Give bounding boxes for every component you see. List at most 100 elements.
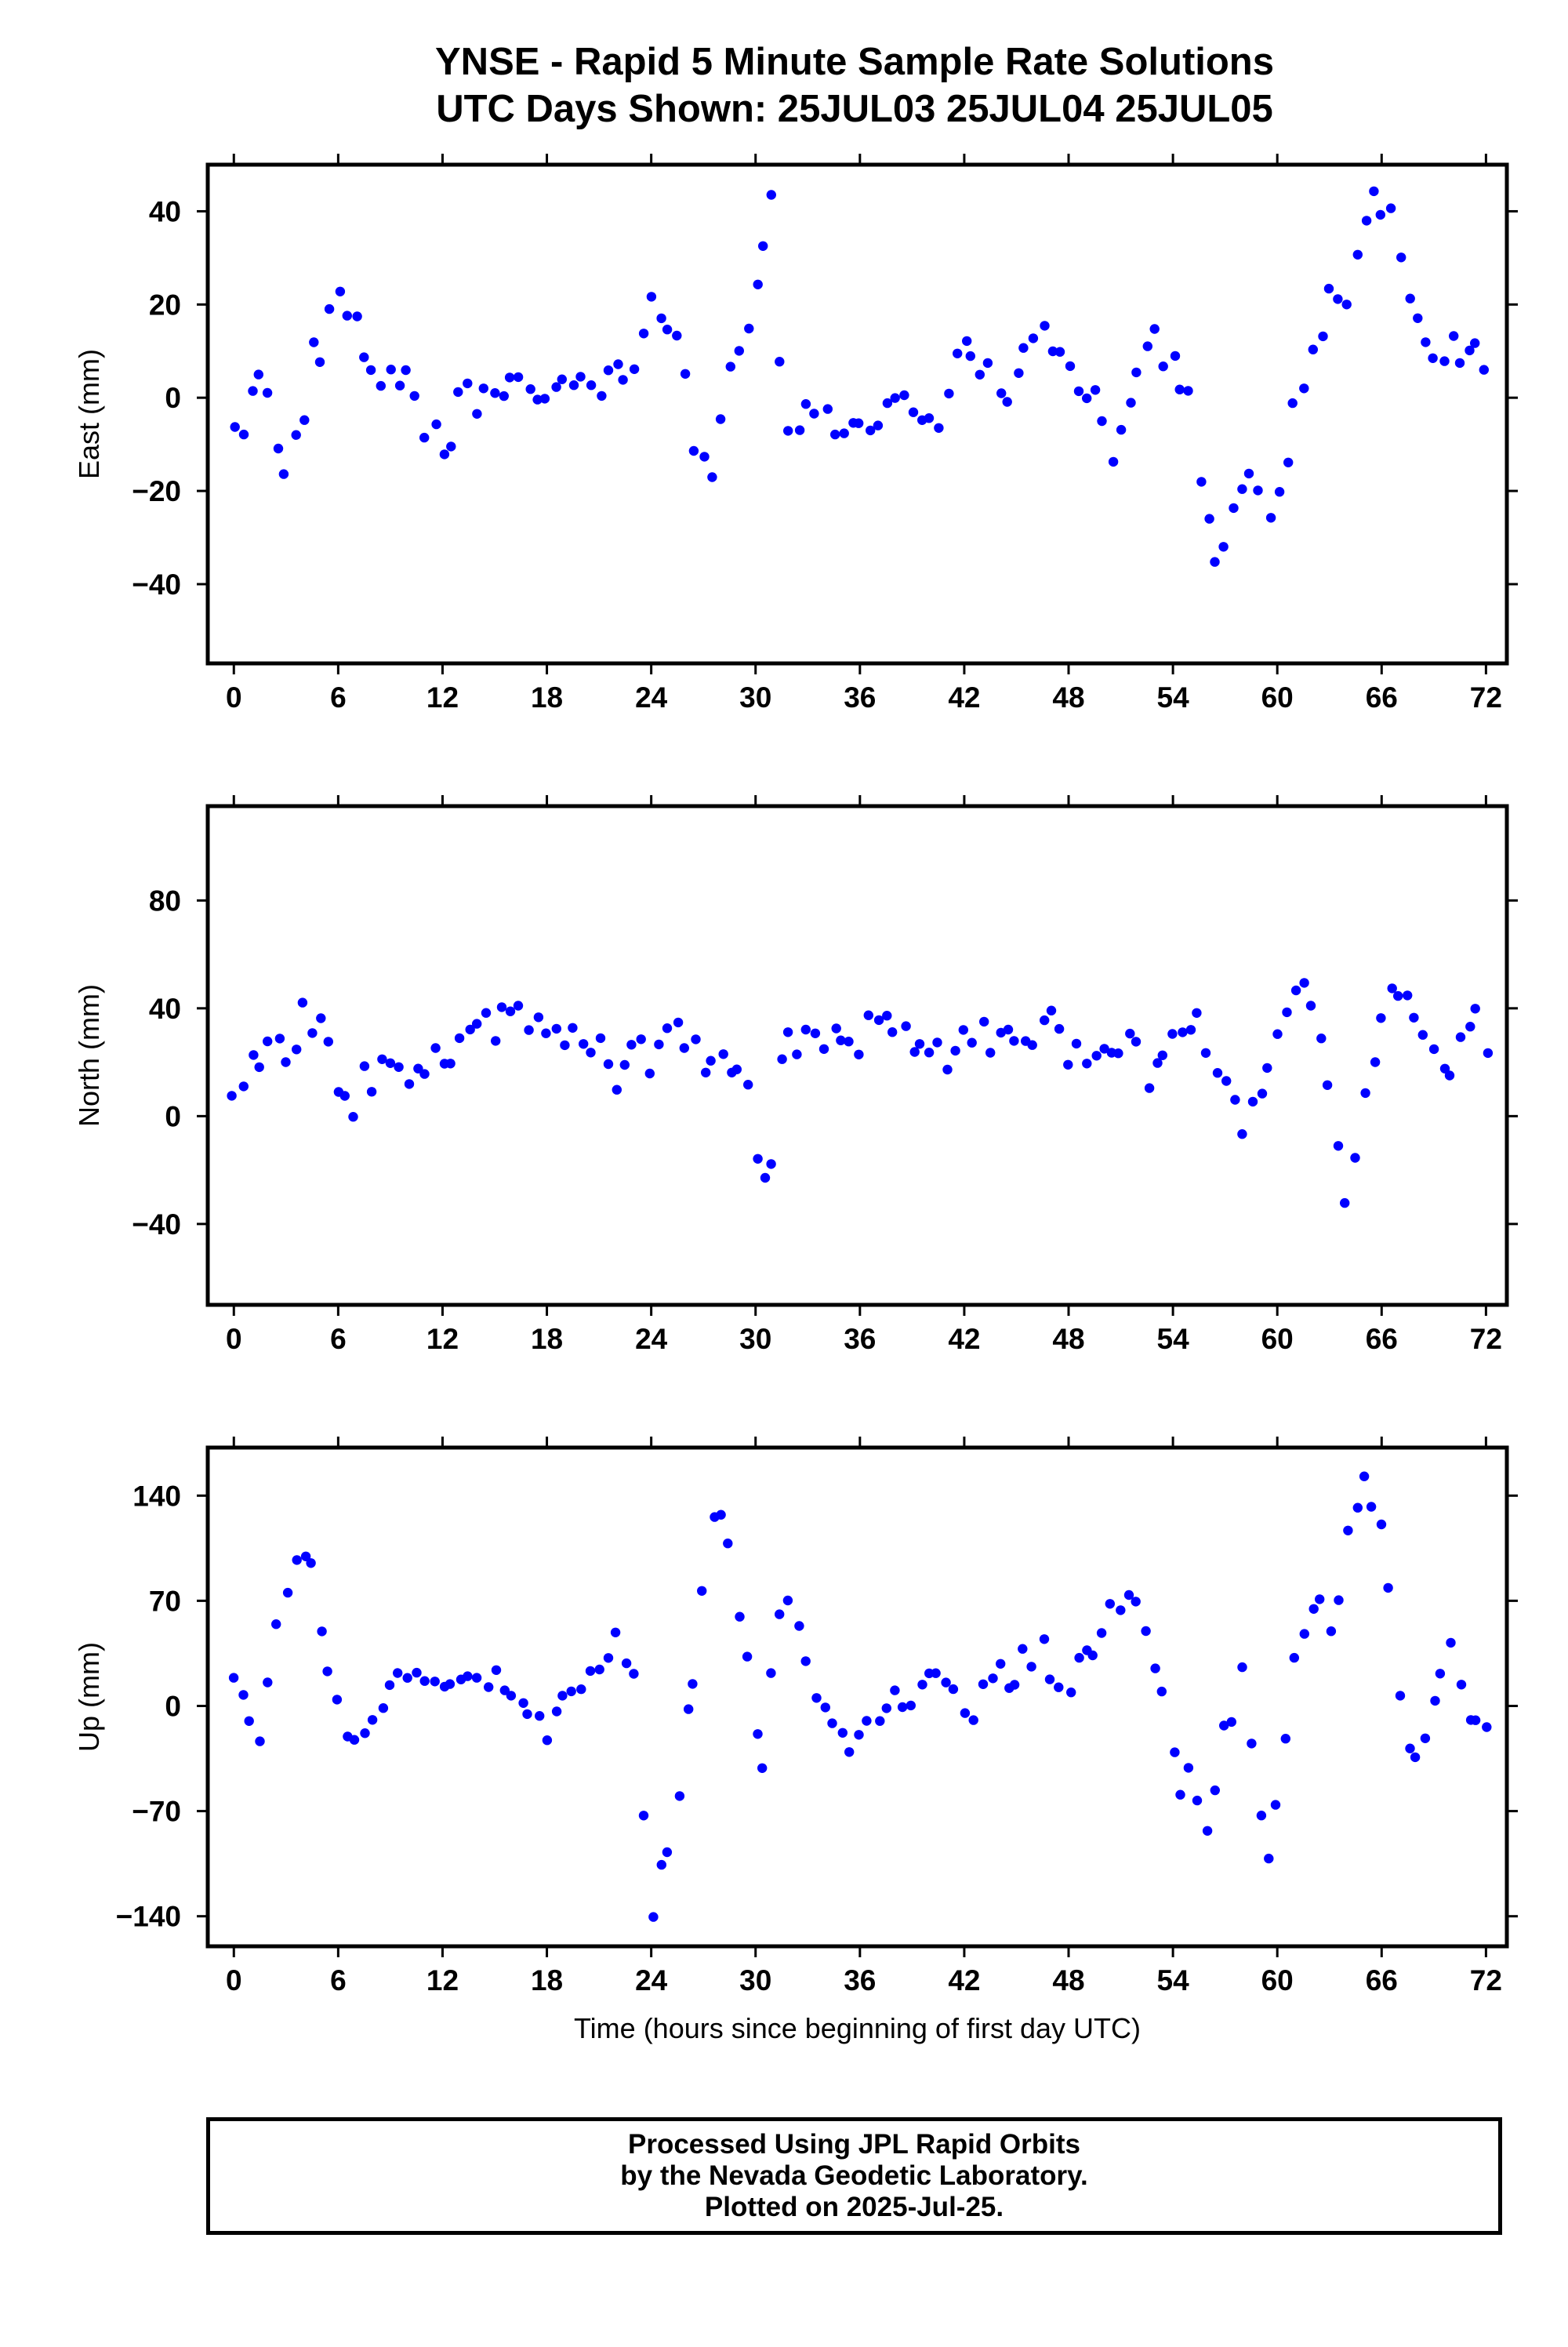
east-data-point <box>253 369 263 380</box>
east-data-point <box>1323 283 1334 294</box>
up-data-point <box>688 1679 698 1689</box>
up-data-point <box>1105 1599 1116 1609</box>
east-data-point <box>1237 484 1247 494</box>
east-x-tick-label: 72 <box>1470 681 1502 714</box>
north-data-point <box>810 1028 821 1039</box>
up-data-point <box>484 1682 494 1692</box>
up-data-point <box>1343 1525 1353 1536</box>
east-y-tick-label: 20 <box>149 289 181 321</box>
up-data-point <box>820 1702 831 1713</box>
up-data-point <box>1183 1763 1194 1773</box>
east-data-point <box>699 452 710 462</box>
east-data-point <box>586 380 597 391</box>
up-data-point <box>875 1716 885 1726</box>
east-data-point <box>854 418 864 428</box>
up-y-tick-label: 0 <box>165 1690 181 1722</box>
east-data-point <box>1229 503 1239 514</box>
north-y-axis-title: North (mm) <box>73 984 105 1127</box>
up-data-point <box>282 1587 293 1598</box>
east-y-axis-title: East (mm) <box>73 349 105 479</box>
north-data-point <box>1370 1057 1381 1067</box>
east-data-point <box>386 365 396 375</box>
east-data-point <box>446 441 456 452</box>
east-data-point <box>1131 367 1142 378</box>
north-data-point <box>873 1015 884 1026</box>
north-data-point <box>1340 1197 1350 1208</box>
east-data-point <box>882 398 893 409</box>
east-data-point <box>1183 386 1193 396</box>
east-data-point <box>401 365 411 376</box>
north-data-point <box>1322 1080 1333 1091</box>
east-data-point <box>758 241 768 251</box>
east-data-point <box>291 430 301 440</box>
east-data-point <box>1352 249 1363 260</box>
north-data-point <box>1040 1015 1050 1026</box>
up-data-point <box>1430 1695 1440 1706</box>
east-data-point <box>478 383 488 394</box>
north-y-tick-label: −40 <box>132 1208 181 1241</box>
east-data-point <box>1283 457 1294 467</box>
up-data-point <box>662 1847 673 1858</box>
up-data-point <box>271 1619 281 1629</box>
up-x-axis-title: Time (hours since beginning of first day… <box>574 2012 1141 2044</box>
up-data-point <box>1170 1747 1180 1757</box>
east-data-point <box>1090 385 1101 395</box>
east-data-point <box>1065 361 1076 372</box>
east-data-point <box>1308 344 1319 354</box>
up-data-point <box>890 1685 900 1695</box>
up-data-point <box>1383 1582 1393 1593</box>
up-x-tick-label: 36 <box>844 1964 876 1996</box>
east-data-point <box>472 409 482 419</box>
north-points <box>227 978 1494 1208</box>
up-data-point <box>1299 1629 1310 1639</box>
up-data-point <box>360 1728 370 1738</box>
east-data-point <box>278 469 289 479</box>
east-data-point <box>965 351 976 361</box>
north-data-point <box>909 1047 920 1057</box>
up-data-point <box>585 1666 596 1677</box>
east-data-point <box>1439 356 1450 366</box>
up-y-tick-label: −70 <box>132 1796 181 1828</box>
north-data-point <box>348 1112 358 1122</box>
up-data-point <box>988 1673 998 1684</box>
east-data-point <box>1421 337 1431 347</box>
up-x-tick-label: 30 <box>739 1964 771 1996</box>
up-data-point <box>445 1679 456 1689</box>
north-data-point <box>366 1087 377 1097</box>
east-data-point <box>934 423 944 433</box>
east-data-point <box>1040 321 1050 331</box>
east-data-point <box>248 386 258 396</box>
east-data-point <box>1028 333 1039 343</box>
north-data-point <box>932 1037 942 1048</box>
up-data-point <box>332 1695 343 1705</box>
north-data-point <box>491 1036 501 1046</box>
up-data-point <box>716 1510 726 1520</box>
east-data-point <box>962 336 972 347</box>
up-data-point <box>1352 1502 1363 1513</box>
up-data-point <box>1405 1743 1415 1753</box>
north-data-point <box>1257 1088 1268 1099</box>
north-data-point <box>1290 985 1301 996</box>
up-data-point <box>1150 1663 1160 1673</box>
north-data-point <box>914 1039 925 1049</box>
east-data-point <box>1385 203 1396 213</box>
east-y-tick-label: 0 <box>165 382 181 414</box>
up-data-point <box>1116 1605 1126 1615</box>
up-x-tick-label: 18 <box>531 1964 563 1996</box>
east-data-point <box>822 404 833 414</box>
north-data-point <box>254 1062 264 1073</box>
north-data-point <box>958 1025 969 1035</box>
up-data-point <box>518 1698 528 1708</box>
east-data-point <box>453 387 463 398</box>
up-data-point <box>522 1709 532 1720</box>
north-data-point <box>644 1068 655 1079</box>
north-plot-frame <box>205 804 1509 1307</box>
north-data-point <box>316 1013 326 1023</box>
east-data-point <box>1174 384 1185 394</box>
east-data-point <box>1413 313 1423 323</box>
east-data-point <box>1449 331 1459 341</box>
up-data-point <box>1074 1652 1084 1663</box>
up-x-tick-label: 54 <box>1157 1964 1190 1996</box>
east-data-point <box>352 311 362 322</box>
north-data-point <box>339 1091 350 1101</box>
